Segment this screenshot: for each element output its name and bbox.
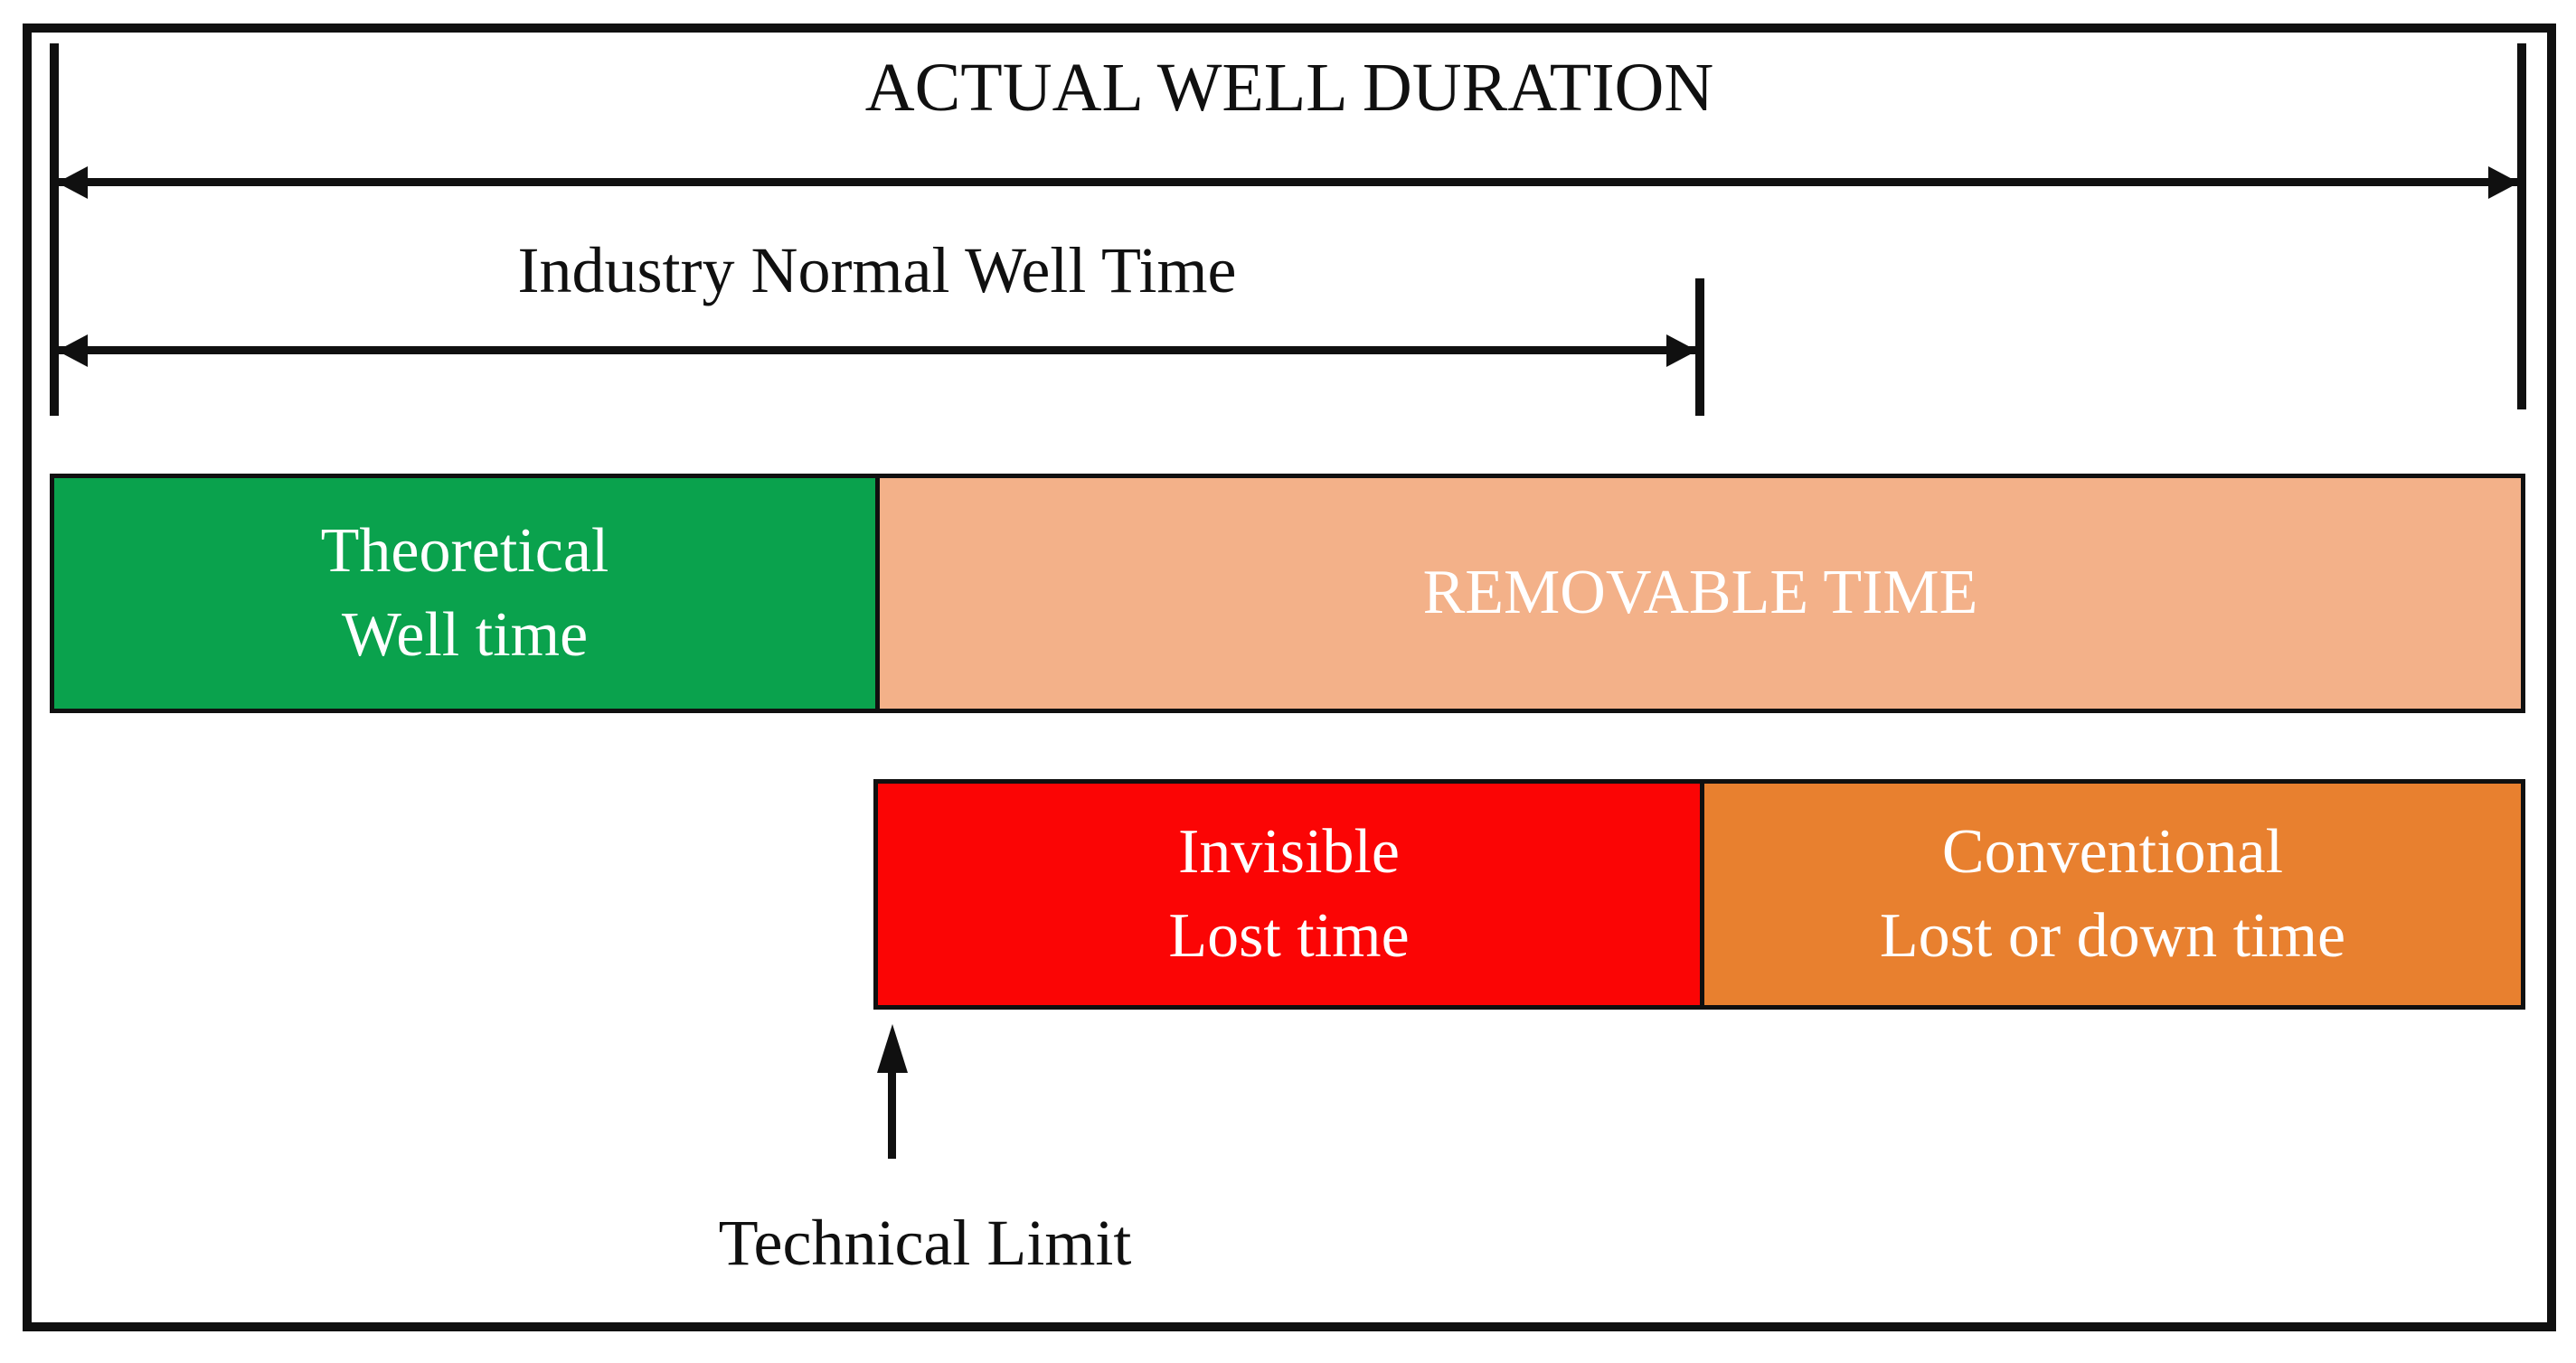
invisible-lost-time-label-line2: Lost time: [1168, 900, 1410, 971]
right-boundary-tick: [2517, 43, 2526, 409]
industry-normal-well-time-arrow: [59, 346, 1695, 354]
removable-time-segment: REMOVABLE TIME: [880, 478, 2521, 709]
conventional-lost-time-label-line2: Lost or down time: [1879, 900, 2346, 971]
lost-time-bar: Invisible Lost time Conventional Lost or…: [873, 779, 2525, 1010]
technical-limit-label: Technical Limit: [718, 1207, 1132, 1279]
left-boundary-tick: [50, 43, 59, 416]
invisible-lost-time-segment: Invisible Lost time: [878, 784, 1704, 1005]
well-time-bar: Theoretical Well time REMOVABLE TIME: [50, 474, 2525, 713]
conventional-lost-time-label-line1: Conventional: [1941, 817, 2284, 888]
theoretical-well-time-label-line2: Well time: [341, 599, 589, 670]
theoretical-well-time-label-line1: Theoretical: [320, 516, 609, 587]
industry-normal-well-time-label: Industry Normal Well Time: [517, 234, 1237, 306]
actual-well-duration-title: ACTUAL WELL DURATION: [864, 50, 1714, 126]
diagram-frame: [23, 24, 2556, 1331]
industry-normal-boundary-tick: [1695, 278, 1704, 416]
invisible-lost-time-label-line1: Invisible: [1178, 817, 1400, 888]
conventional-lost-time-segment: Conventional Lost or down time: [1704, 784, 2521, 1005]
technical-limit-arrow: [888, 1071, 896, 1159]
actual-well-duration-arrow: [59, 178, 2517, 186]
theoretical-well-time-segment: Theoretical Well time: [54, 478, 880, 709]
removable-time-label: REMOVABLE TIME: [1422, 558, 1978, 628]
